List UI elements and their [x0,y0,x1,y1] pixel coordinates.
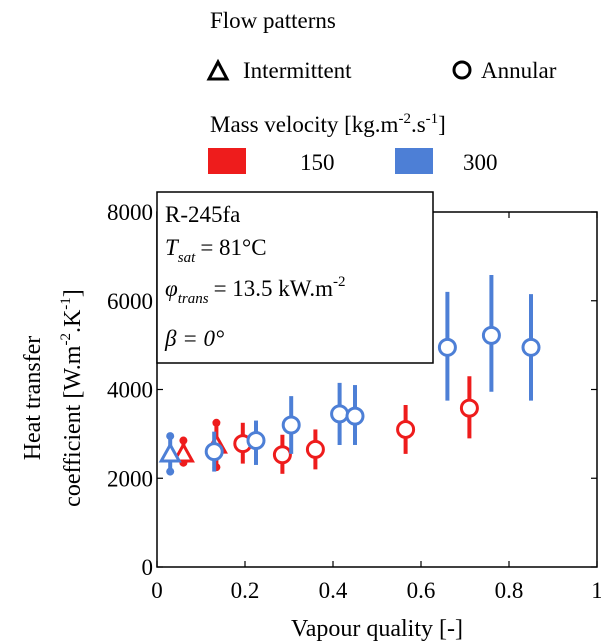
annotation-box: R-245fa Tsat = 81°C φtrans = 13.5 kW.m-2 β… [156,191,434,364]
y-axis-title-line1: Heat transfer [20,336,46,461]
data-point-circle [281,415,301,435]
data-marks [158,275,541,476]
legend-swatch-300 [395,148,433,174]
legend-mass: Mass velocity [kg.m-2.s-1] 150 300 [208,111,498,175]
legend-label-300: 300 [463,150,498,175]
legend-mass-title: Mass velocity [kg.m-2.s-1] [210,111,446,137]
x-tick-label: 0.4 [319,578,348,603]
data-point-circle [204,442,224,462]
y-axis-title-line2: coefficient [W.m-2.K-1] [58,289,86,507]
legend-circle-marker [452,60,472,80]
legend-triangle-marker [206,58,230,81]
y-tick-label: 4000 [107,378,153,403]
legend-flow: Flow patterns Intermittent Annular [206,8,557,83]
legend-swatch-150 [208,148,246,174]
legend-annular-label: Annular [481,58,557,83]
data-point-triangle [171,441,195,463]
data-point-circle [459,398,479,418]
annotation-tsat: Tsat = 81°C [165,235,267,266]
x-tick-label: 0 [151,578,163,603]
series-300 [158,275,541,476]
legend-intermittent-label: Intermittent [243,58,352,83]
x-tick-label: 0.6 [407,578,436,603]
error-bar-cap [179,436,188,445]
y-tick-label: 2000 [107,466,153,491]
legend-label-150: 150 [300,150,335,175]
data-point-circle [521,337,541,357]
data-point-circle [246,431,266,451]
annotation-beta: β = 0° [164,326,224,351]
data-point-circle [481,325,501,345]
y-tick-label: 0 [142,555,154,580]
data-point-triangle [158,441,182,463]
data-point-circle [396,419,416,439]
data-point-circle [330,404,350,424]
data-point-circle [272,445,292,465]
x-tick-label: 0.2 [231,578,260,603]
x-tick-label: 1 [591,578,601,603]
data-point-circle [345,406,365,426]
data-point-circle [437,337,457,357]
x-tick-labels: 0 0.2 0.4 0.6 0.8 1 [151,578,601,603]
x-axis-title: Vapour quality [-] [291,616,463,642]
annotation-fluid: R-245fa [165,202,240,227]
y-tick-label: 8000 [107,200,153,225]
data-point-circle [305,439,325,459]
y-axis-title: Heat transfer coefficient [W.m-2.K-1] [20,289,86,507]
annotation-phi: φtrans = 13.5 kW.m-2 [165,274,346,307]
annotation-frame [156,191,434,364]
error-bar-cap [166,467,175,476]
error-bar-cap [166,432,175,441]
x-tick-label: 0.8 [495,578,524,603]
error-bar-cap [212,418,221,427]
y-tick-labels: 0 2000 4000 6000 8000 [107,200,153,580]
legend-flow-title: Flow patterns [210,8,336,33]
y-tick-label: 6000 [107,289,153,314]
